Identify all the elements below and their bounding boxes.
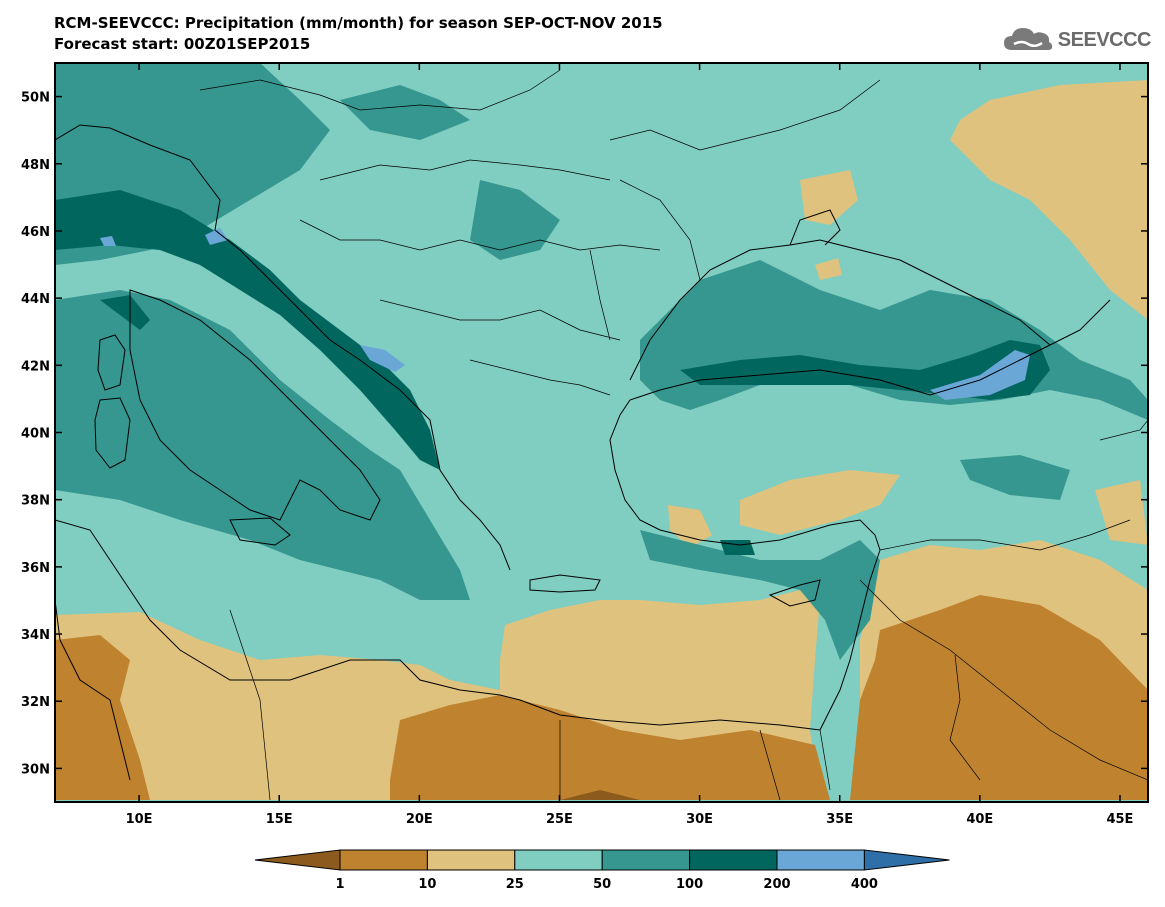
colorbar-segment bbox=[863, 849, 950, 871]
lat-tick-label: 30N bbox=[21, 762, 50, 777]
colorbar-label: 50 bbox=[593, 877, 611, 892]
forecast-start: Forecast start: 00Z01SEP2015 bbox=[54, 35, 311, 53]
lon-tick-label: 45E bbox=[1106, 812, 1133, 827]
logo-text: SEEVCCC bbox=[1057, 28, 1152, 51]
lon-tick-label: 30E bbox=[686, 812, 713, 827]
colorbar-segment bbox=[776, 849, 865, 871]
map-fill bbox=[55, 63, 1148, 802]
colorbar-label: 200 bbox=[763, 877, 790, 892]
lat-tick-label: 42N bbox=[21, 359, 50, 374]
latitude-axis: 30N 32N 34N 36N 38N 40N 42N 44N 46N 48N 50N bbox=[21, 91, 1148, 777]
lat-tick-label: 46N bbox=[21, 225, 50, 240]
lat-tick-label: 48N bbox=[21, 158, 50, 173]
colorbar-label: 1 bbox=[335, 877, 344, 892]
colorbar-label: 100 bbox=[676, 877, 703, 892]
seevccc-logo: SEEVCCC bbox=[1002, 24, 1152, 56]
colorbar-label: 10 bbox=[418, 877, 436, 892]
lon-tick-label: 10E bbox=[126, 812, 153, 827]
cloud-icon bbox=[1003, 28, 1052, 50]
colorbar-segment bbox=[514, 849, 603, 871]
lon-tick-label: 40E bbox=[966, 812, 993, 827]
longitude-axis: 10E 15E 20E 25E 30E 35E 40E 45E bbox=[126, 63, 1133, 827]
lat-tick-label: 40N bbox=[21, 427, 50, 442]
lat-tick-label: 34N bbox=[21, 628, 50, 643]
colorbar-segment bbox=[254, 849, 341, 871]
lat-tick-label: 36N bbox=[21, 561, 50, 576]
lon-tick-label: 35E bbox=[826, 812, 853, 827]
colorbar: 1 10 25 50 100 200 400 bbox=[254, 849, 950, 892]
lat-tick-label: 50N bbox=[21, 91, 50, 106]
country-borders bbox=[199, 69, 1148, 801]
colorbar-segment bbox=[426, 849, 516, 871]
lat-tick-label: 44N bbox=[21, 292, 50, 307]
colorbar-label: 400 bbox=[851, 877, 878, 892]
colorbar-segment bbox=[601, 849, 691, 871]
lon-tick-label: 25E bbox=[546, 812, 573, 827]
lon-tick-label: 20E bbox=[406, 812, 433, 827]
lat-tick-label: 32N bbox=[21, 695, 50, 710]
colorbar-segment bbox=[339, 849, 428, 871]
lon-tick-label: 15E bbox=[266, 812, 293, 827]
colorbar-label: 25 bbox=[506, 877, 524, 892]
colorbar-segment bbox=[689, 849, 778, 871]
map-title: RCM-SEEVCCC: Precipitation (mm/month) fo… bbox=[54, 14, 663, 32]
lat-tick-label: 38N bbox=[21, 494, 50, 509]
